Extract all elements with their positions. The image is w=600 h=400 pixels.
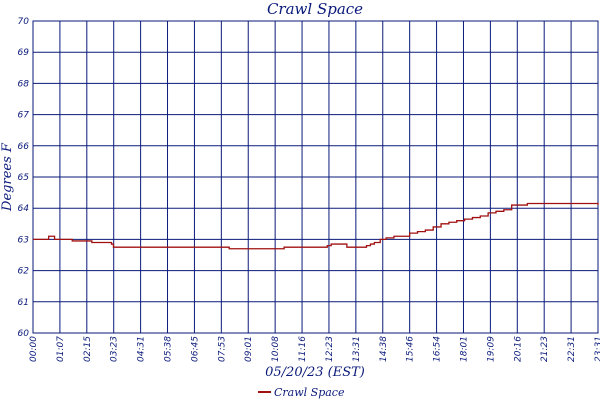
x-tick-label: 16:54 xyxy=(433,336,443,362)
x-tick-label: 06:45 xyxy=(190,336,200,362)
x-tick-label: 05:38 xyxy=(164,336,174,362)
legend: Crawl Space xyxy=(258,386,345,399)
x-tick-label: 09:01 xyxy=(244,336,254,362)
x-axis-ticks: 00:00 01:07 02:15 03:23 04:31 05:38 06:45 07:53… xyxy=(29,336,600,362)
x-tick-label: 15:46 xyxy=(406,336,416,362)
x-tick-label: 10:08 xyxy=(271,336,281,362)
y-axis-label: Degrees F xyxy=(0,142,15,212)
y-tick-label: 61 xyxy=(18,298,29,308)
plot-frame xyxy=(32,20,599,334)
x-tick-label: 12:23 xyxy=(325,336,335,362)
y-tick-label: 65 xyxy=(18,173,30,183)
x-tick-label: 07:53 xyxy=(217,336,227,362)
y-axis-ticks: 60 61 62 63 64 65 66 67 68 69 70 xyxy=(18,17,30,339)
series-layer xyxy=(33,202,599,250)
y-tick-label: 68 xyxy=(18,79,30,89)
legend-label: Crawl Space xyxy=(274,386,345,399)
y-tick-label: 66 xyxy=(18,142,30,152)
chart-title: Crawl Space xyxy=(267,0,363,18)
y-tick-label: 63 xyxy=(18,235,30,245)
x-tick-label: 14:38 xyxy=(379,336,389,362)
y-tick-label: 70 xyxy=(18,17,30,27)
x-tick-label: 13:31 xyxy=(352,336,362,362)
y-tick-label: 67 xyxy=(18,111,30,121)
series-line-crawl-space xyxy=(33,202,599,250)
x-tick-label: 18:01 xyxy=(459,336,469,362)
x-tick-label: 04:31 xyxy=(137,336,147,362)
x-tick-label: 03:23 xyxy=(110,336,120,362)
grid xyxy=(32,20,599,334)
x-tick-label: 01:07 xyxy=(56,336,66,362)
x-tick-label: 11:16 xyxy=(298,336,308,362)
x-axis-label: 05/20/23 (EST) xyxy=(265,365,365,380)
y-tick-label: 60 xyxy=(18,329,30,339)
y-tick-label: 62 xyxy=(18,267,30,277)
x-tick-label: 22:31 xyxy=(567,336,577,362)
x-tick-label: 21:23 xyxy=(540,336,550,362)
x-tick-label: 23:31 xyxy=(594,336,600,362)
x-tick-label: 00:00 xyxy=(29,336,39,362)
x-tick-label: 19:09 xyxy=(486,336,496,362)
y-tick-label: 69 xyxy=(18,48,30,58)
x-tick-label: 20:16 xyxy=(513,336,523,362)
x-tick-label: 02:15 xyxy=(83,336,93,362)
y-tick-label: 64 xyxy=(18,204,30,214)
